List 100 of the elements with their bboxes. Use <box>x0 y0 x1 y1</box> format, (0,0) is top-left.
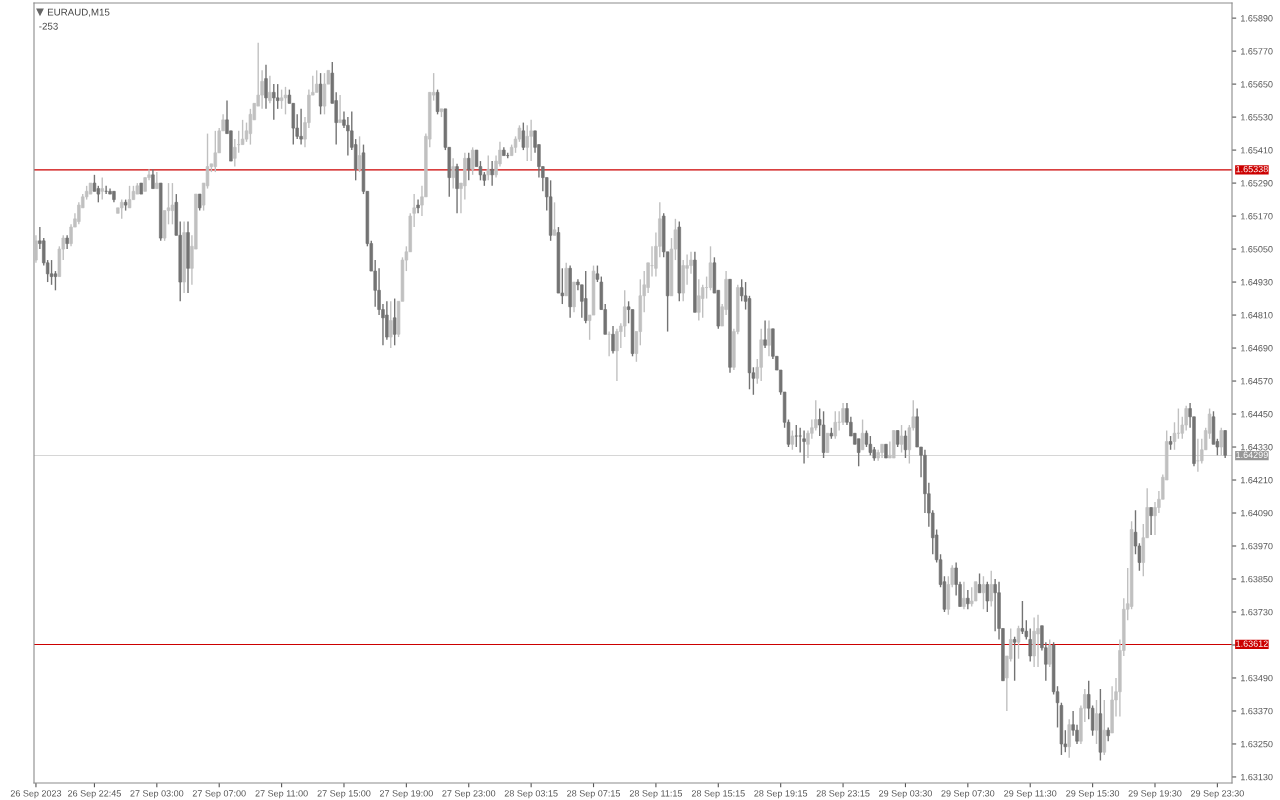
x-tick-label: 26 Sep 2023 <box>10 790 62 799</box>
y-tick-label: 1.63730 <box>1241 608 1273 616</box>
x-tick-label: 29 Sep 15:30 <box>1066 790 1120 799</box>
x-tick-label: 27 Sep 07:00 <box>192 790 246 799</box>
candlestick <box>53 270 58 292</box>
candlestick <box>521 121 526 151</box>
candlestick <box>973 581 978 602</box>
candlestick <box>584 270 588 324</box>
candlestick <box>903 429 908 459</box>
y-tick-label: 1.64570 <box>1241 378 1273 385</box>
candlestick <box>467 152 471 182</box>
ref-line-label: 1.63612 <box>1236 640 1268 647</box>
candlestick <box>985 581 990 613</box>
candlestick <box>275 83 280 110</box>
candlestick <box>962 581 966 610</box>
candlestick <box>860 418 865 451</box>
candlestick <box>34 234 38 264</box>
candlestick <box>1012 636 1017 682</box>
y-tick-label: 1.63130 <box>1241 773 1273 781</box>
y-tick-label: 1.63850 <box>1241 575 1273 583</box>
candlestick <box>767 319 771 357</box>
x-tick-label: 29 Sep 11:30 <box>1004 790 1057 799</box>
candlestick <box>825 432 830 454</box>
y-tick-label: 1.64930 <box>1241 279 1273 286</box>
y-tick-label: 1.65530 <box>1241 114 1273 121</box>
x-tick-label: 27 Sep 11:00 <box>255 790 308 799</box>
y-tick-label: 1.65410 <box>1241 147 1273 154</box>
y-tick-label: 1.65890 <box>1241 15 1273 22</box>
candlestick <box>392 297 397 346</box>
candlestick <box>833 410 837 440</box>
candlestick <box>1036 614 1040 668</box>
candlestick <box>470 146 475 176</box>
y-tick-label: 1.64090 <box>1241 509 1273 517</box>
candlestick <box>486 154 490 182</box>
y-tick-label: 1.63370 <box>1241 707 1273 715</box>
candlestick <box>346 116 350 157</box>
candlestick <box>385 300 389 341</box>
x-tick-label: 28 Sep 15:15 <box>691 790 745 799</box>
candlestick <box>802 429 806 465</box>
y-tick-label: 1.64450 <box>1241 411 1273 418</box>
y-tick-label: 1.64690 <box>1241 345 1273 352</box>
candlestick <box>213 130 218 173</box>
y-tick-label: 1.64810 <box>1241 312 1273 319</box>
candlestick <box>264 64 268 110</box>
candlestick <box>1016 625 1021 660</box>
candlestick <box>868 435 873 456</box>
candlestick <box>490 160 494 187</box>
annotation: -253 <box>39 22 58 30</box>
candlestick <box>299 108 303 146</box>
candlestick <box>49 259 54 286</box>
ref-line-label: 1.65338 <box>1236 165 1268 173</box>
candlestick <box>416 198 420 215</box>
x-tick-label: 26 Sep 22:45 <box>68 790 121 799</box>
candlestick <box>989 570 993 608</box>
candlestick <box>977 572 982 594</box>
candlestick <box>357 135 362 173</box>
x-tick-label: 28 Sep 03:15 <box>504 790 558 799</box>
candlestick <box>1020 600 1025 635</box>
candlestick <box>455 163 459 215</box>
candlestick <box>525 124 529 162</box>
x-tick-label: 28 Sep 11:15 <box>629 790 683 799</box>
candlestick <box>314 69 319 94</box>
candlestick <box>966 589 970 610</box>
candlestick <box>389 300 393 349</box>
x-tick-label: 28 Sep 23:15 <box>816 790 870 799</box>
candlestick <box>1219 427 1223 456</box>
candlestick <box>170 182 175 226</box>
x-tick-label: 27 Sep 03:00 <box>130 790 184 799</box>
x-tick-label: 29 Sep 19:30 <box>1128 790 1182 799</box>
candlestick <box>899 424 904 454</box>
x-tick-label: 27 Sep 15:00 <box>317 790 371 799</box>
y-tick-label: 1.65170 <box>1241 213 1273 220</box>
candlestick <box>1028 627 1032 663</box>
x-tick-label: 28 Sep 07:15 <box>567 790 620 799</box>
ref-line-label: 1.64299 <box>1236 451 1268 458</box>
x-tick-label: 29 Sep 23:30 <box>1190 790 1244 799</box>
y-tick-label: 1.63250 <box>1241 740 1273 748</box>
candlestick <box>318 72 323 116</box>
candlestick <box>981 575 986 610</box>
candlestick <box>338 94 342 124</box>
candlestick <box>529 119 533 162</box>
x-tick-label: 28 Sep 19:15 <box>754 790 808 799</box>
x-tick-label: 29 Sep 03:30 <box>879 790 932 799</box>
text: EURAUD,M15 <box>47 8 110 17</box>
candlestick <box>322 72 327 116</box>
candlestick <box>611 325 615 355</box>
y-tick-label: 1.64330 <box>1241 443 1273 451</box>
candlestick <box>279 88 284 110</box>
candlestick <box>151 168 155 190</box>
candlestick <box>435 88 440 116</box>
y-tick-label: 1.65770 <box>1241 48 1273 55</box>
candlestick <box>120 198 124 220</box>
y-tick-label: 1.65290 <box>1241 180 1273 187</box>
candlestick <box>268 75 272 105</box>
y-tick-label: 1.64210 <box>1241 476 1273 484</box>
candlestick <box>794 424 798 448</box>
candlestick <box>451 157 455 190</box>
candlestick <box>272 83 276 121</box>
x-tick-label: 27 Sep 23:00 <box>442 790 496 799</box>
candlestick <box>790 429 795 451</box>
